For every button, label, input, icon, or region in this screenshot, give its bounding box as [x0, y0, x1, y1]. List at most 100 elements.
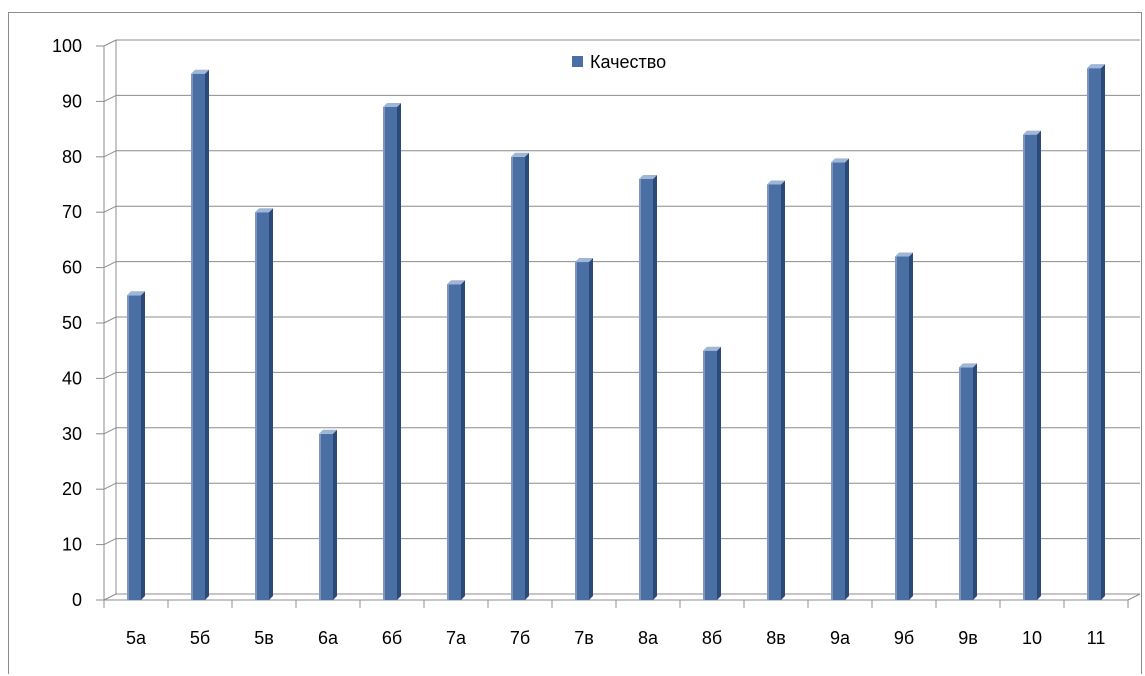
- bar-top: [1087, 64, 1105, 69]
- bar-front: [1087, 68, 1101, 600]
- x-tick-label: 6а: [318, 628, 339, 648]
- bar-top: [1023, 130, 1041, 135]
- bar: [1023, 130, 1041, 600]
- bar-side: [781, 180, 785, 600]
- bar-top: [703, 346, 721, 351]
- y-tick-label: 40: [62, 368, 82, 388]
- bar-top: [959, 363, 977, 368]
- x-tick-label: 9б: [894, 628, 914, 648]
- bar-layer: [127, 64, 1105, 601]
- gridline-depth: [103, 427, 117, 435]
- floor-edge: [1127, 593, 1141, 601]
- x-tick-label: 8а: [638, 628, 659, 648]
- x-tick-label: 9в: [958, 628, 978, 648]
- y-tick-label: 50: [62, 313, 82, 333]
- bar-side: [845, 158, 849, 600]
- x-tick-label: 9а: [830, 628, 851, 648]
- bar-front: [447, 284, 461, 600]
- bar-top: [383, 102, 401, 107]
- gridline-depth: [103, 316, 117, 324]
- bar: [895, 252, 913, 600]
- bar-front: [383, 106, 397, 600]
- bar-front: [1023, 134, 1037, 600]
- bar-side: [653, 174, 657, 600]
- bar: [831, 158, 849, 600]
- gridline-depth: [103, 150, 117, 158]
- bar-side: [397, 102, 401, 600]
- x-tick-label: 5б: [190, 628, 210, 648]
- bar-side: [141, 291, 145, 600]
- bar: [575, 258, 593, 600]
- gridline-depth: [103, 39, 117, 47]
- bar-top: [767, 180, 785, 185]
- bar: [767, 180, 785, 600]
- bar-front: [575, 262, 589, 600]
- gridline-depth: [103, 261, 117, 269]
- legend: Качество: [572, 52, 666, 72]
- bar: [255, 208, 273, 600]
- x-tick-label: 8б: [702, 628, 722, 648]
- gridline-depth: [103, 538, 117, 546]
- bar-top: [831, 158, 849, 163]
- x-tick-label: 5в: [254, 628, 274, 648]
- bar-top: [255, 208, 273, 213]
- bar-front: [767, 184, 781, 600]
- bar-front: [831, 162, 845, 600]
- bar: [959, 363, 977, 600]
- x-tick-label: 10: [1022, 628, 1042, 648]
- y-tick-label: 20: [62, 479, 82, 499]
- bar: [191, 69, 209, 600]
- bar-side: [525, 152, 529, 601]
- bar-front: [703, 350, 717, 600]
- y-tick-label: 0: [72, 590, 82, 610]
- bar-side: [589, 258, 593, 600]
- bar-front: [127, 295, 141, 600]
- y-tick-label: 30: [62, 424, 82, 444]
- bar-front: [895, 256, 909, 600]
- x-tick-label: 5а: [126, 628, 147, 648]
- x-tick-label: 7в: [574, 628, 594, 648]
- gridline-depth: [103, 593, 117, 601]
- legend-marker: [572, 56, 583, 67]
- y-tick-label: 70: [62, 202, 82, 222]
- bar: [1087, 64, 1105, 600]
- bar-top: [447, 280, 465, 285]
- x-tick-label: 7а: [446, 628, 467, 648]
- y-tick-label: 90: [62, 91, 82, 111]
- y-tick-label: 80: [62, 147, 82, 167]
- bar-front: [959, 367, 973, 600]
- bar-side: [461, 280, 465, 600]
- y-tick-label: 10: [62, 535, 82, 555]
- bar-side: [333, 429, 337, 600]
- gridline-depth: [103, 482, 117, 490]
- bar-side: [205, 69, 209, 600]
- x-tick-label: 8в: [766, 628, 786, 648]
- bar-top: [127, 291, 145, 296]
- bar: [703, 346, 721, 600]
- bar-side: [973, 363, 977, 600]
- bar-side: [1101, 64, 1105, 600]
- bar-front: [255, 212, 269, 600]
- bar-front: [511, 156, 525, 601]
- gridline-depth: [103, 205, 117, 213]
- bar: [511, 152, 529, 601]
- bar: [319, 429, 337, 600]
- bar: [447, 280, 465, 600]
- axis-layer: 0 10 20 30 40 50 60 70 80 90 100 5а 5б 5в 6а 6б 7а 7б 7в 8а…: [52, 36, 1141, 648]
- bar-top: [639, 174, 657, 179]
- bar-top: [575, 258, 593, 263]
- bar-front: [319, 433, 333, 600]
- gridline-depth: [103, 371, 117, 379]
- x-tick-label: 11: [1087, 628, 1106, 648]
- bar-side: [909, 252, 913, 600]
- x-tick-label: 6б: [382, 628, 402, 648]
- y-tick-label: 60: [62, 258, 82, 278]
- bar-side: [717, 346, 721, 600]
- chart-frame: [8, 12, 1142, 674]
- bar-front: [191, 73, 205, 600]
- bar-top: [511, 152, 529, 157]
- bar-side: [269, 208, 273, 600]
- grid-layer: [103, 39, 1140, 601]
- bar-top: [191, 69, 209, 74]
